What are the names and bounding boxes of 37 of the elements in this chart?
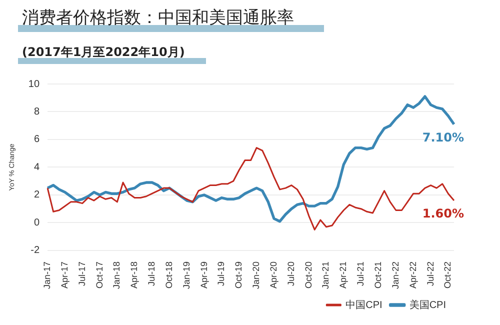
x-tick-label: Jul-18 [146, 261, 157, 286]
x-tick-label: Oct-21 [372, 261, 383, 288]
chart-subtitle: (2017年1月至2022年10月) [22, 44, 185, 61]
y-tick-label: -2 [30, 245, 40, 256]
x-tick-label: Jul-20 [286, 261, 296, 286]
y-tick-label: 10 [28, 78, 40, 90]
y-tick-label: 2 [34, 190, 40, 201]
x-tick-label: Oct-19 [234, 261, 244, 288]
x-tick-label: Oct-18 [164, 261, 174, 288]
x-tick-label: Jan-18 [112, 261, 122, 290]
x-tick-label: Oct-22 [442, 261, 453, 288]
x-tick-label: Apr-19 [198, 261, 209, 288]
x-tick-label: Jan-21 [320, 261, 331, 290]
x-tick-label: Apr-18 [129, 261, 140, 288]
x-tick-label: Oct-17 [94, 261, 104, 288]
x-tick-label: Jul-22 [425, 261, 436, 286]
chart-title: 消费者价格指数：中国和美国通胀率 [22, 7, 294, 29]
x-tick-label: Jan-19 [181, 261, 192, 290]
x-tick-label: Jul-17 [76, 261, 87, 286]
y-tick-label: 4 [34, 162, 40, 173]
y-tick-label: 0 [34, 217, 40, 228]
x-tick-label: Apr-21 [338, 261, 348, 288]
x-tick-label: Jan-17 [42, 261, 52, 290]
annotation: 7.10% [422, 130, 464, 144]
x-tick-label: Jul-19 [216, 261, 226, 286]
x-tick-label: Jul-21 [356, 261, 366, 286]
annotation: 1.60% [422, 206, 464, 221]
x-tick-label: Oct-20 [303, 261, 314, 288]
x-tick-label: Jan-20 [251, 261, 262, 290]
y-tick-label: 8 [34, 106, 40, 118]
x-tick-label: Jan-22 [390, 261, 400, 290]
legend-label: 美国CPI [409, 298, 446, 311]
legend-label: 中国CPI [346, 298, 382, 311]
x-tick-label: Apr-17 [59, 261, 70, 288]
x-tick-label: Apr-20 [268, 261, 278, 288]
x-tick-label: Apr-22 [408, 261, 418, 288]
y-tick-label: 6 [34, 134, 40, 146]
